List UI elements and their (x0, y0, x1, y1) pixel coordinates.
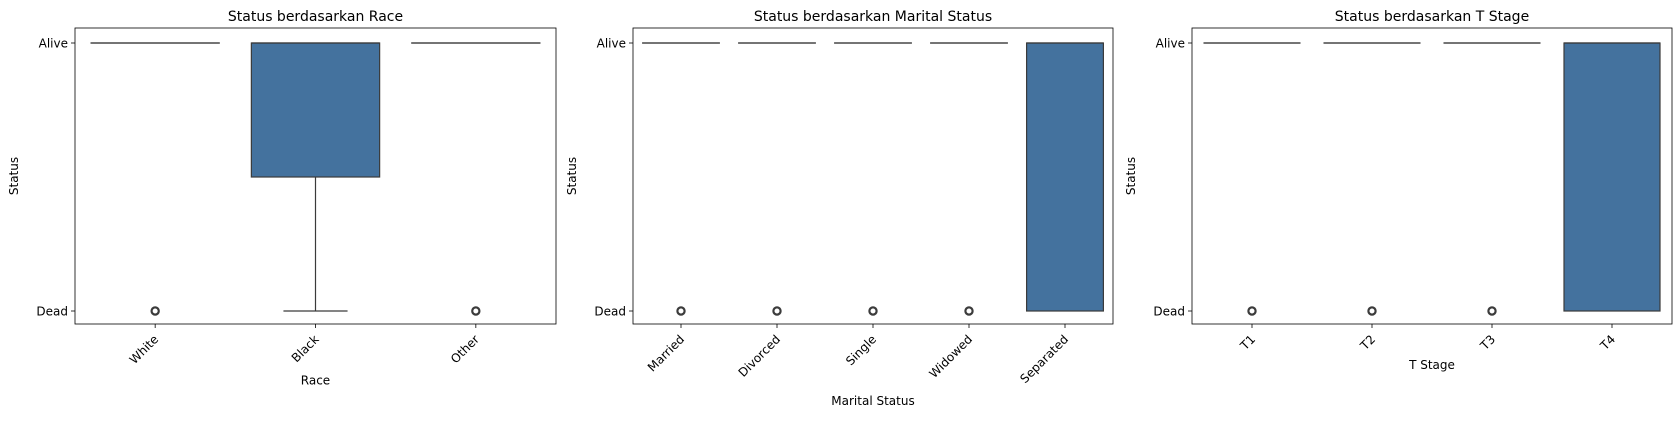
y-tick-label: Alive (39, 37, 68, 51)
box-separated (1025, 42, 1104, 312)
x-tick-label: Separated (1017, 332, 1071, 386)
y-tick-label: Dead (1153, 305, 1185, 319)
y-tick-label: Dead (36, 305, 68, 319)
outlier-point (1487, 306, 1497, 316)
y-axis-label: Status (7, 157, 21, 195)
x-axis-label: T Stage (1408, 358, 1455, 372)
y-tick-label: Alive (597, 37, 626, 51)
x-tick-label: T1 (1237, 332, 1258, 353)
outlier-point (471, 306, 481, 316)
x-tick-label: T2 (1357, 332, 1378, 353)
y-tick-label: Dead (594, 305, 626, 319)
y-axis-label: Status (1124, 157, 1138, 195)
chart-panel-2: Status berdasarkan Marital Status Status D… (565, 9, 1114, 408)
x-tick-label: T3 (1477, 332, 1498, 353)
box-t2 (1323, 42, 1421, 316)
y-tick-label: Alive (1156, 37, 1185, 51)
y-axis-label: Status (565, 157, 579, 195)
box-single (833, 42, 912, 316)
chart-panel-1: Status berdasarkan Race Status Dead Alive Wh… (7, 9, 557, 387)
box-widowed (929, 42, 1008, 316)
outlier-point (150, 306, 160, 316)
box-married (641, 42, 720, 316)
x-tick-label: White (127, 332, 162, 367)
box-t1 (1203, 42, 1301, 316)
chart-panel-3: Status berdasarkan T Stage Status Dead Aliv… (1124, 9, 1673, 372)
outlier-point (676, 306, 686, 316)
box-body (250, 42, 381, 178)
outlier-point (1367, 306, 1377, 316)
x-tick-label: Other (448, 332, 482, 366)
outlier-point (772, 306, 782, 316)
plot-frame (1191, 27, 1673, 325)
x-tick-label: T4 (1597, 332, 1618, 353)
outlier-point (964, 306, 974, 316)
chart-title: Status berdasarkan Race (228, 9, 403, 25)
box-body (1025, 42, 1104, 312)
x-tick-label: Divorced (736, 332, 784, 380)
outlier-point (868, 306, 878, 316)
box-t3 (1443, 42, 1541, 316)
outlier-point (1247, 306, 1257, 316)
x-axis-label: Race (301, 373, 330, 387)
box-divorced (737, 42, 816, 316)
box-other (411, 42, 541, 316)
x-tick-label: Single (843, 332, 879, 368)
x-tick-label: Black (289, 332, 322, 365)
box-white (90, 42, 220, 316)
chart-title: Status berdasarkan Marital Status (754, 9, 992, 25)
x-axis-label: Marital Status (831, 394, 914, 408)
box-t4 (1563, 42, 1661, 312)
x-tick-label: Widowed (927, 332, 976, 381)
box-black (250, 42, 381, 312)
box-body (1563, 42, 1661, 312)
x-tick-label: Married (645, 332, 687, 374)
chart-title: Status berdasarkan T Stage (1335, 9, 1529, 25)
